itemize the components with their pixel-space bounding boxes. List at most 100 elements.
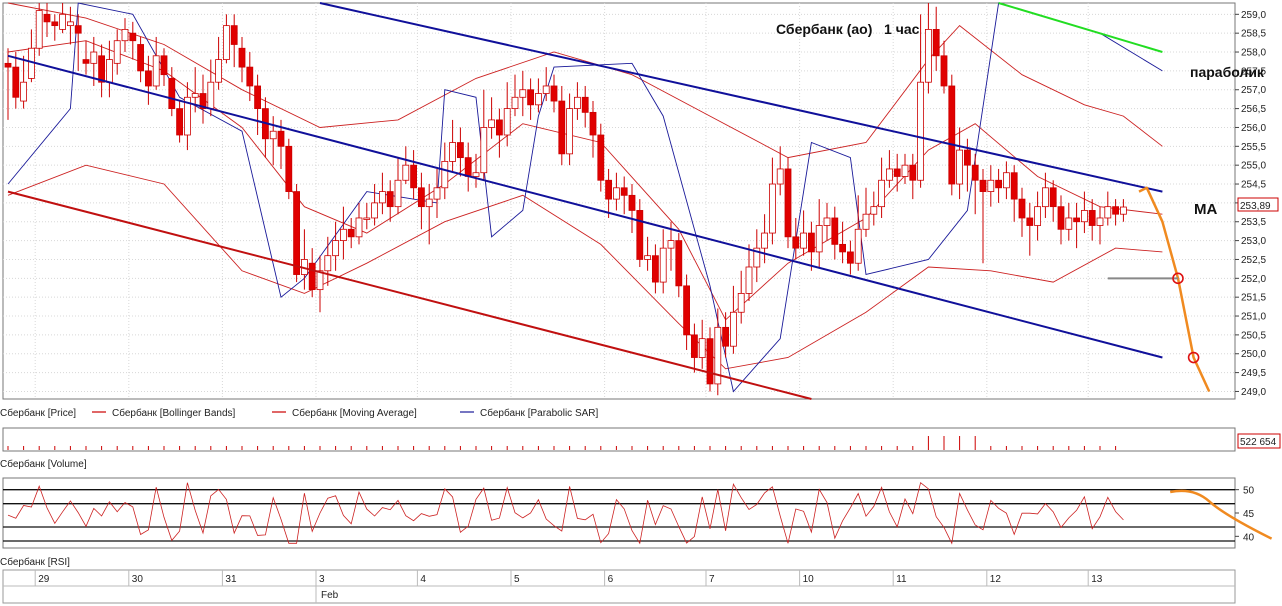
candle-body-up [1081,210,1088,223]
candle-body-down [51,21,59,27]
candle [488,97,496,139]
candle [386,180,394,222]
candle-body-up [769,183,776,234]
candle-body-down [293,191,301,275]
candle-body-up [472,172,480,177]
candle-body-down [495,119,503,136]
candle-body-up [667,240,675,249]
candle [589,101,597,158]
candle [417,172,425,230]
channel-support-line [7,190,812,400]
candle [285,138,293,200]
candle-body-up [480,127,488,174]
candle-body-up [394,179,402,208]
bollinger-lower-line [7,164,1163,370]
candle [1042,172,1049,218]
legend-item: Сбербанк [Price] [0,407,76,419]
candle [74,14,82,71]
candle-body-down [285,145,293,192]
candle [784,157,792,249]
candle [800,210,807,256]
candle [769,157,776,245]
candle-body-up [503,108,511,136]
price-tick-label: 253,0 [1241,236,1266,247]
candle-body-up [152,55,160,87]
candle-body-up [987,179,995,192]
candle-body-up [519,89,527,98]
candle [839,221,846,264]
candle-body-down [948,85,956,185]
volume-bars [7,436,1117,450]
candle [67,6,74,45]
candle [761,214,768,264]
candle-body-down [160,55,168,76]
candle [254,74,262,135]
candle [1081,191,1088,234]
last-price-box [1237,197,1279,212]
candle-body-down [347,228,355,238]
candle-body-down [589,111,597,136]
candle [51,14,59,41]
annotation-parabolic: параболик [1190,64,1265,80]
candle-body-up [433,187,441,200]
candle-body-up [402,164,410,181]
candle [1034,191,1041,241]
candle-body-up [956,149,963,185]
candle-body-up [815,225,823,253]
candle [1088,199,1096,241]
rsi-panel [2,477,1236,549]
date-label: 30 [132,574,144,585]
candle-body-down [979,179,987,192]
candle-body-down [527,89,534,106]
candle [862,187,870,237]
candle [433,168,441,218]
candle-body-down [12,66,20,98]
candle [59,3,66,34]
forecast-line [1138,186,1211,393]
candle [449,119,457,173]
candle-body-up [355,217,363,238]
candle-body-up [339,228,347,242]
candle-body-down [691,334,698,358]
candle [730,285,737,354]
chart-title: Сбербанк (ао) 1 час [776,21,920,37]
candle [1010,165,1018,222]
candle [363,202,371,230]
candle-body-up [20,81,28,102]
candle [659,229,667,294]
candle [691,323,698,373]
candle [878,157,885,218]
candle [495,108,503,158]
candle [82,40,90,75]
candle [644,236,651,271]
candle-body-down [238,47,246,68]
price-axis: 259,0 258,5 258,0 257,5 257,0 256,5 256,0 255,5… [1235,10,1266,398]
candle-body-down [144,70,152,87]
candle [215,36,223,90]
candle [628,184,636,234]
candle-body-up [823,217,831,226]
candle [948,74,956,196]
candle-body-up [378,191,386,204]
candle-body-down [893,168,901,177]
candle [971,153,979,215]
volume-panel [2,427,1236,452]
candle [683,274,690,350]
candle [121,18,129,53]
candle [1096,206,1104,245]
candle [823,202,831,241]
candle-body-down [784,168,792,238]
candle-body-down [675,240,683,287]
candle-body-up [183,96,191,136]
candle-body-down [1057,206,1065,230]
candle-body-down [74,25,82,34]
candle [425,184,433,245]
candle [574,82,581,120]
rsi-tick-label: 40 [1243,532,1255,543]
candle-body-up [106,59,113,83]
candle [808,221,815,271]
candle [472,153,480,188]
candle [792,217,800,260]
candle [605,168,612,218]
candle-body-down [137,44,145,72]
